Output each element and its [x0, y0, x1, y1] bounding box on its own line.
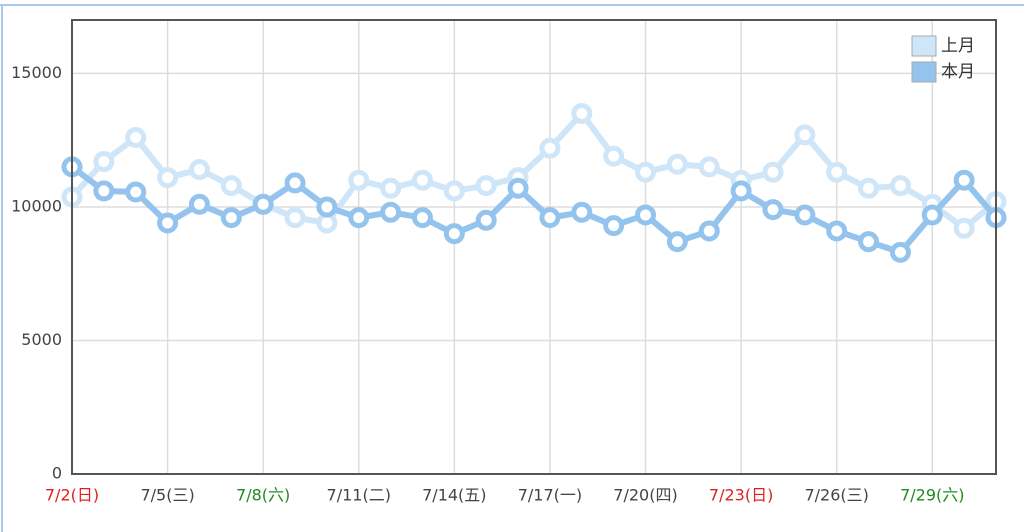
- data-point: [411, 207, 433, 229]
- plot-border: [71, 19, 997, 475]
- data-point: [953, 169, 975, 191]
- data-point: [539, 137, 561, 159]
- data-point: [762, 161, 784, 183]
- data-point: [762, 199, 784, 221]
- data-point: [220, 175, 242, 197]
- data-point: [157, 212, 179, 234]
- data-point: [188, 193, 210, 215]
- data-point: [316, 196, 338, 218]
- data-point: [443, 180, 465, 202]
- legend-swatch: [911, 35, 937, 57]
- data-point: [125, 127, 147, 149]
- data-point: [889, 175, 911, 197]
- x-tick-label: 7/26(三): [804, 486, 868, 505]
- data-point: [475, 175, 497, 197]
- data-point: [698, 156, 720, 178]
- x-tick-label: 7/8(六): [236, 486, 290, 505]
- data-point: [698, 220, 720, 242]
- data-point: [794, 124, 816, 146]
- data-point: [411, 169, 433, 191]
- legend-label: 上月: [941, 36, 975, 56]
- data-point: [93, 180, 115, 202]
- data-point: [157, 167, 179, 189]
- data-point: [93, 151, 115, 173]
- data-point: [603, 215, 625, 237]
- data-point: [858, 177, 880, 199]
- data-point: [284, 172, 306, 194]
- data-point: [125, 181, 147, 203]
- data-point: [380, 201, 402, 223]
- y-tick-label: 10000: [11, 196, 62, 215]
- data-point: [539, 207, 561, 229]
- data-point: [252, 193, 274, 215]
- data-point: [730, 180, 752, 202]
- x-tick-label: 7/2(日): [45, 486, 99, 505]
- data-point: [826, 220, 848, 242]
- data-point: [889, 241, 911, 263]
- x-tick-label: 7/23(日): [709, 486, 773, 505]
- data-point: [921, 204, 943, 226]
- data-point: [380, 177, 402, 199]
- data-point: [475, 209, 497, 231]
- grid: 0 5000 10000 15000 7/2(日) 7/5(三) 7/8(六) 7/11(二)…: [11, 20, 996, 505]
- data-point: [507, 177, 529, 199]
- y-tick-label: 0: [52, 464, 62, 483]
- legend-swatch: [911, 61, 937, 83]
- data-point: [826, 161, 848, 183]
- data-point: [858, 231, 880, 253]
- plot: [61, 102, 1007, 263]
- legend-label: 本月: [941, 62, 975, 82]
- data-point: [220, 207, 242, 229]
- x-tick-label: 7/11(二): [327, 486, 391, 505]
- data-point: [603, 145, 625, 167]
- data-point: [348, 169, 370, 191]
- x-tick-label: 7/17(一): [518, 486, 582, 505]
- data-point: [571, 201, 593, 223]
- data-point: [953, 217, 975, 239]
- x-tick-label: 7/20(四): [613, 486, 677, 505]
- y-tick-label: 5000: [21, 330, 62, 349]
- data-point: [635, 161, 657, 183]
- data-point: [666, 153, 688, 175]
- data-point: [284, 207, 306, 229]
- data-point: [794, 204, 816, 226]
- data-point: [571, 102, 593, 124]
- x-tick-label: 7/14(五): [422, 486, 486, 505]
- y-tick-label: 15000: [11, 63, 62, 82]
- data-point: [188, 159, 210, 181]
- data-point: [635, 204, 657, 226]
- data-point: [443, 223, 465, 245]
- data-point: [348, 207, 370, 229]
- x-tick-label: 7/29(六): [900, 486, 964, 505]
- data-point: [666, 231, 688, 253]
- x-tick-label: 7/5(三): [140, 486, 194, 505]
